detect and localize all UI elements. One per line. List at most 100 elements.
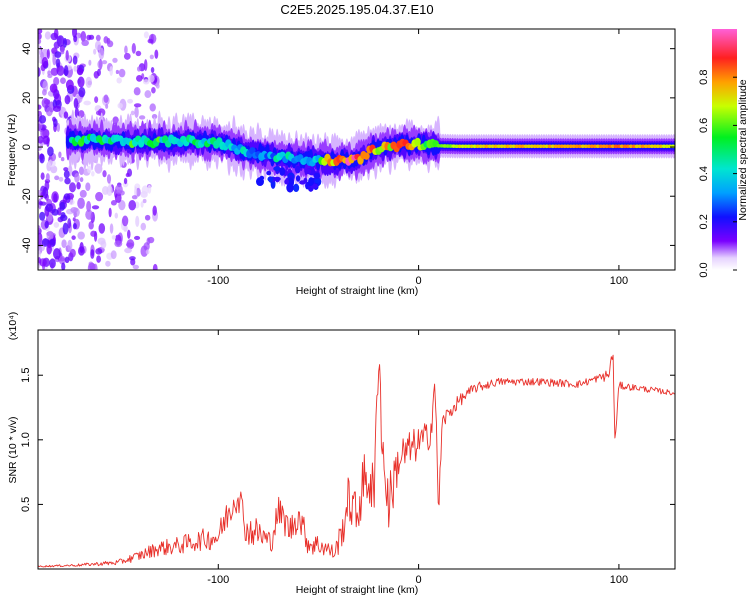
spectrogram-noise-blob xyxy=(38,66,41,78)
spectrogram-ridge-blob xyxy=(313,172,321,179)
spectrogram-noise-blob xyxy=(79,189,87,198)
spectrogram-noise-blob xyxy=(76,181,81,190)
spectrogram-noise-blob xyxy=(101,60,108,65)
spectrogram-noise-blob xyxy=(93,263,98,270)
spectrogram-ridge-blob xyxy=(284,179,289,185)
snr-x-tick-label: 0 xyxy=(416,574,422,586)
spectrogram-noise-blob xyxy=(72,55,78,65)
spectrogram-noise-blob xyxy=(38,104,42,110)
spectrogram-ridge-blob xyxy=(303,177,308,184)
spectrogram-noise-blob xyxy=(42,187,49,199)
spectrogram-marks xyxy=(38,29,675,270)
spectrogram-noise-blob xyxy=(152,263,158,270)
spectrogram-noise-blob xyxy=(78,110,85,119)
spectrogram-noise-blob xyxy=(98,47,105,60)
spectrogram-noise-blob xyxy=(124,45,128,54)
spectrogram-y-tick-label: -20 xyxy=(21,188,33,204)
spectrogram-noise-blob xyxy=(44,220,49,229)
spectrogram-noise-blob xyxy=(93,70,100,79)
spectrogram-ridge-blob xyxy=(295,165,301,174)
spectrogram-noise-blob xyxy=(143,59,148,71)
spectrogram-noise-blob xyxy=(64,256,70,264)
spectrogram-noise-blob xyxy=(42,89,47,96)
spectrogram-noise-blob xyxy=(100,240,107,249)
spectrogram-ridge-blob xyxy=(314,178,320,184)
spectrogram-noise-blob xyxy=(69,248,76,258)
spectrogram-noise-blob xyxy=(60,50,65,55)
spectrogram-noise-blob xyxy=(121,215,129,227)
spectrogram-noise-blob xyxy=(38,39,42,44)
spectrogram-noise-blob xyxy=(60,77,66,85)
spectrogram-noise-blob xyxy=(94,40,102,51)
spectrogram-ridge-core xyxy=(249,147,256,155)
spectrogram-y-ticks: -40 -20 0 20 40 xyxy=(21,43,675,253)
spectrogram-noise-blob xyxy=(41,238,50,247)
snr-y-tick-label: 0.5 xyxy=(20,497,32,512)
spectrogram-noise-blob xyxy=(148,74,155,83)
spectrogram-noise-blob xyxy=(90,249,95,259)
spectrogram-noise-blob xyxy=(56,35,65,47)
spectrogram-noise-blob xyxy=(97,60,103,69)
spectrogram-noise-blob xyxy=(72,222,77,230)
spectrogram-noise-blob xyxy=(117,102,123,109)
spectrogram-noise-blob xyxy=(39,153,45,164)
spectrogram-noise-blob xyxy=(123,177,128,185)
spectrogram-noise-blob xyxy=(72,217,76,222)
spectrogram-noise-blob xyxy=(38,32,42,40)
spectrogram-noise-blob xyxy=(126,239,135,250)
spectrogram-noise-blob xyxy=(103,94,109,104)
spectrogram-noise-blob xyxy=(111,235,116,240)
spectrogram-noise-blob xyxy=(134,106,139,118)
spectrogram-noise-blob xyxy=(38,55,42,64)
spectrogram-noise-blob xyxy=(146,237,151,246)
spectrogram-x-ticks: -100 0 100 xyxy=(207,29,628,287)
spectrogram-x-axis-label: Height of straight line (km) xyxy=(296,285,419,297)
spectrogram-noise-blob xyxy=(87,165,92,174)
spectrogram-noise-blob xyxy=(47,59,51,71)
spectrogram-noise-blob xyxy=(91,171,95,177)
spectrogram-noise-blob xyxy=(38,262,41,269)
spectrogram-noise-blob xyxy=(46,244,52,255)
spectrogram-noise-blob xyxy=(109,65,114,76)
spectrogram-noise-blob xyxy=(55,58,61,68)
spectrogram-ridge-core xyxy=(414,137,421,147)
spectrogram-noise-blob xyxy=(53,222,60,228)
spectrogram-noise-blob xyxy=(112,57,118,63)
spectrogram-noise-blob xyxy=(118,199,126,211)
spectrogram-noise-blob xyxy=(125,172,130,178)
spectrogram-noise-blob xyxy=(115,69,120,75)
spectrogram-noise-blob xyxy=(131,195,138,200)
spectrogram-noise-blob xyxy=(44,31,51,40)
spectrogram-noise-blob xyxy=(54,175,60,181)
spectrogram-noise-blob xyxy=(63,111,69,119)
spectrogram-noise-blob xyxy=(90,230,97,237)
spectrogram-noise-blob xyxy=(53,118,58,128)
spectrogram-x-tick-label: -100 xyxy=(207,275,229,287)
spectrogram-noise-blob xyxy=(149,54,154,60)
snr-x-tick-label: -100 xyxy=(207,574,229,586)
spectrogram-ridge-blob xyxy=(267,176,274,182)
snr-x-axis-label: Height of straight line (km) xyxy=(296,584,419,596)
spectrogram-noise-blob xyxy=(95,248,103,255)
spectrogram-noise-blob xyxy=(58,176,64,182)
spectrogram-noise-blob xyxy=(110,250,117,260)
spectrogram-noise-blob xyxy=(50,165,58,174)
spectrogram-noise-blob xyxy=(49,83,58,93)
spectrogram-noise-blob xyxy=(71,235,76,240)
spectrogram-noise-blob xyxy=(80,31,87,42)
spectrogram-noise-blob xyxy=(116,77,122,84)
spectrogram-noise-blob xyxy=(38,135,44,144)
spectrogram-noise-blob xyxy=(124,247,132,254)
spectrogram-noise-blob xyxy=(61,239,67,248)
spectrogram-noise-blob xyxy=(45,173,50,181)
spectrogram-noise-blob xyxy=(47,159,56,168)
snr-series-line xyxy=(38,354,675,568)
spectrogram-noise-blob xyxy=(134,186,138,198)
spectrogram-noise-blob xyxy=(79,177,84,183)
spectrogram-noise-blob xyxy=(101,186,109,195)
spectrogram-noise-blob xyxy=(85,182,91,192)
spectrogram-x-tick-label: 100 xyxy=(610,275,628,287)
spectrogram-noise-blob xyxy=(83,100,92,106)
spectrogram-noise-blob xyxy=(109,223,114,234)
